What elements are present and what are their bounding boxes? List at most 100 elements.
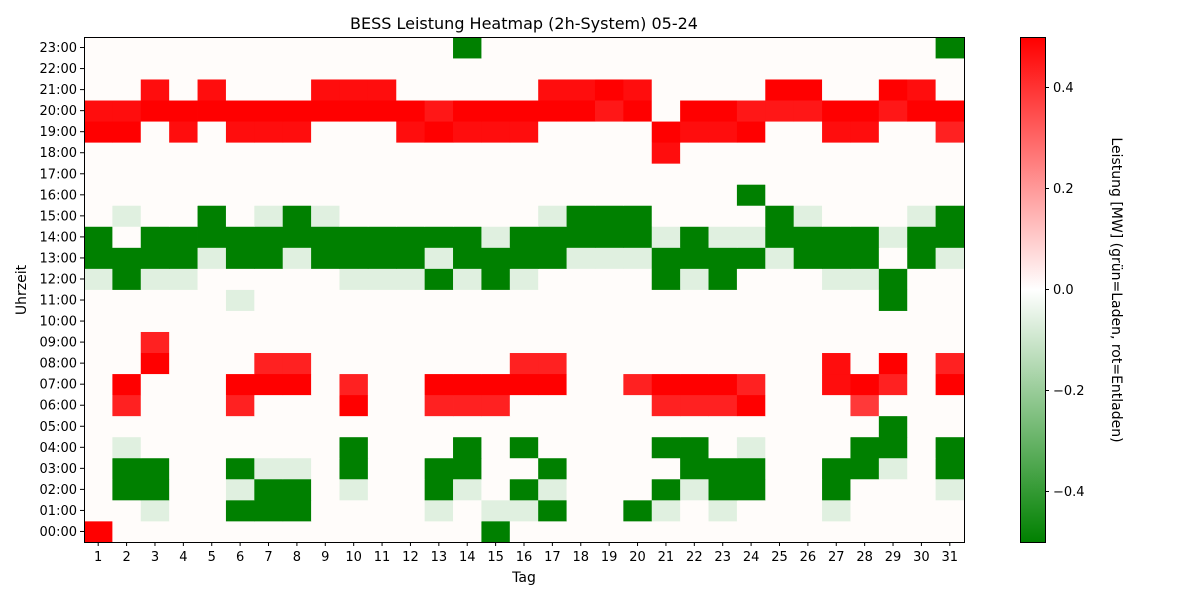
heatmap-cell <box>680 268 709 290</box>
heatmap-cell <box>594 352 624 375</box>
heatmap-cell <box>339 184 369 206</box>
heatmap-cell <box>878 331 908 354</box>
heatmap-cell <box>396 478 426 501</box>
heatmap-cell <box>84 226 113 248</box>
heatmap-cell <box>424 289 454 311</box>
heatmap-cell <box>481 247 511 269</box>
heatmap-cell <box>481 289 511 311</box>
heatmap-cell <box>225 331 255 354</box>
heatmap-cell <box>254 520 284 543</box>
heatmap-cell <box>367 79 397 101</box>
heatmap-cell <box>708 394 738 417</box>
heatmap-cell <box>112 373 142 396</box>
heatmap-cell <box>396 520 426 543</box>
heatmap-cell <box>708 457 738 480</box>
heatmap-cell <box>935 352 965 375</box>
heatmap-cell <box>311 142 340 164</box>
heatmap-cell <box>680 121 709 143</box>
heatmap-cell <box>282 499 312 522</box>
heatmap-cell <box>254 373 284 396</box>
heatmap-cell <box>538 352 567 375</box>
heatmap-cell <box>878 121 908 143</box>
heatmap-cell <box>822 499 851 522</box>
heatmap-cell <box>935 121 965 143</box>
heatmap-cell <box>878 226 908 248</box>
heatmap-cell <box>566 100 596 122</box>
heatmap-cell <box>736 373 766 396</box>
heatmap-cell <box>112 58 142 80</box>
heatmap-cell <box>396 163 426 185</box>
heatmap-cell <box>594 289 624 311</box>
heatmap-cell <box>651 79 681 101</box>
heatmap-cell <box>140 478 170 501</box>
heatmap-cell <box>254 352 284 375</box>
heatmap-cell <box>282 478 312 501</box>
heatmap-cell <box>481 142 511 164</box>
heatmap-cell <box>822 394 851 417</box>
heatmap-cell <box>282 184 312 206</box>
heatmap-cell <box>197 79 227 101</box>
heatmap-cell <box>112 268 142 290</box>
heatmap-cell <box>538 226 567 248</box>
heatmap-cell <box>396 331 426 354</box>
heatmap-cell <box>509 394 539 417</box>
heatmap-cell <box>282 121 312 143</box>
heatmap-cell <box>623 499 653 522</box>
heatmap-cell <box>793 247 823 269</box>
heatmap-cell <box>878 457 908 480</box>
y-tick-label: 01:00 <box>40 504 77 519</box>
heatmap-cell <box>509 58 539 80</box>
heatmap-cell <box>140 373 170 396</box>
heatmap-cell <box>850 331 880 354</box>
heatmap-cell <box>339 310 369 332</box>
heatmap-cell <box>112 394 142 417</box>
heatmap-cell <box>566 184 596 206</box>
heatmap-cell <box>878 247 908 269</box>
x-tick-label: 15 <box>487 550 504 565</box>
heatmap-cell <box>594 121 624 143</box>
heatmap-cell <box>311 436 340 459</box>
heatmap-cell <box>680 520 709 543</box>
heatmap-cell <box>424 268 454 290</box>
heatmap-cell <box>367 520 397 543</box>
y-tick-label: 03:00 <box>40 462 77 477</box>
heatmap-cell <box>169 394 198 417</box>
heatmap-cell <box>935 79 965 101</box>
heatmap-cell <box>708 268 738 290</box>
heatmap-cell <box>169 415 198 438</box>
heatmap-cell <box>850 478 880 501</box>
heatmap-cell <box>651 457 681 480</box>
heatmap-cell <box>793 331 823 354</box>
heatmap-cell <box>736 163 766 185</box>
heatmap-cell <box>680 373 709 396</box>
heatmap-cell <box>822 58 851 80</box>
heatmap-cell <box>935 163 965 185</box>
heatmap-cell <box>680 499 709 522</box>
x-tick-label: 26 <box>800 550 817 565</box>
heatmap-cell <box>850 142 880 164</box>
heatmap-cell <box>935 100 965 122</box>
heatmap-cell <box>907 289 937 311</box>
heatmap-cell <box>481 205 511 227</box>
heatmap-cell <box>793 163 823 185</box>
heatmap-cell <box>169 79 198 101</box>
heatmap-cell <box>339 499 369 522</box>
heatmap-cell <box>367 184 397 206</box>
x-tick-label: 21 <box>658 550 675 565</box>
heatmap-cell <box>509 415 539 438</box>
heatmap-cell <box>481 394 511 417</box>
heatmap-cell <box>424 457 454 480</box>
colorbar-tick-label: 0.0 <box>1053 283 1074 298</box>
y-tick-label: 18:00 <box>40 146 77 161</box>
heatmap-cell <box>197 457 227 480</box>
heatmap-cell <box>282 58 312 80</box>
heatmap-cell <box>623 352 653 375</box>
y-tick-label: 12:00 <box>40 272 77 287</box>
heatmap-cell <box>680 289 709 311</box>
heatmap-cell <box>453 226 482 248</box>
heatmap-cell <box>311 205 340 227</box>
heatmap-cell <box>225 415 255 438</box>
heatmap-cell <box>197 142 227 164</box>
heatmap-cell <box>112 184 142 206</box>
heatmap-cell <box>509 310 539 332</box>
